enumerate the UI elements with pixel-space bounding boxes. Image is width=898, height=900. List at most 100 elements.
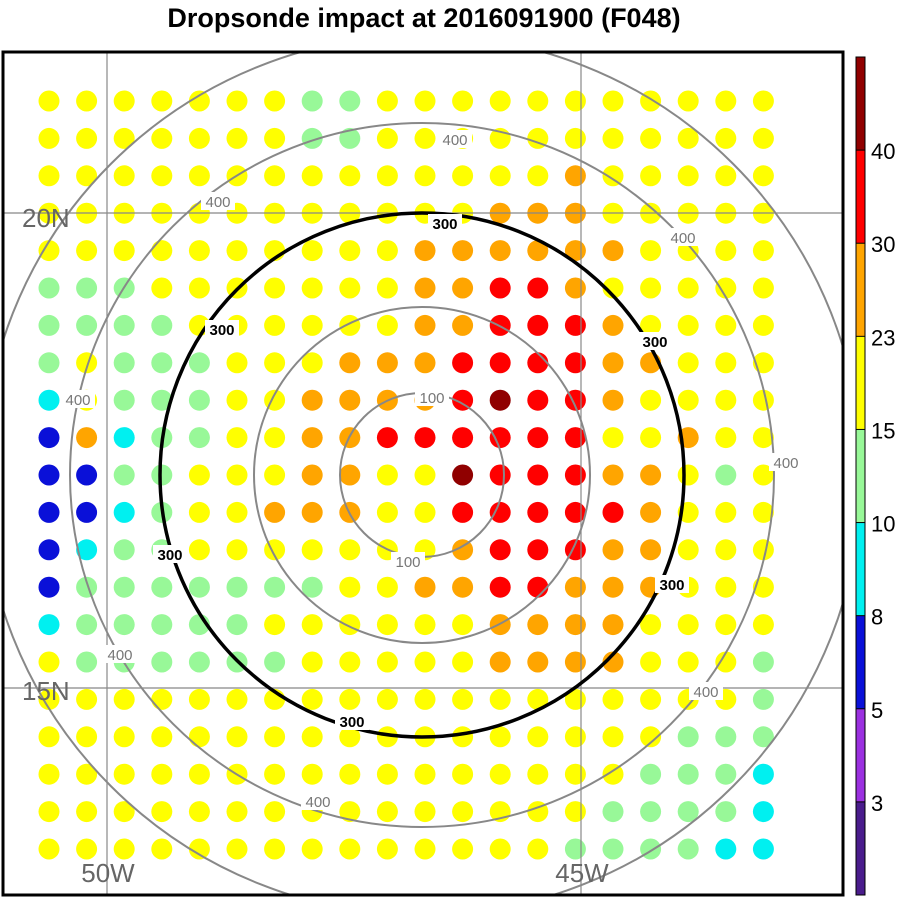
data-point (76, 464, 98, 486)
data-point (677, 90, 699, 112)
data-point (226, 352, 248, 374)
data-point (414, 240, 436, 262)
data-point (113, 240, 135, 262)
data-point (414, 165, 436, 187)
data-point (376, 651, 398, 673)
data-point (752, 165, 774, 187)
data-point (339, 688, 361, 710)
data-point (339, 614, 361, 636)
data-point (489, 427, 511, 449)
data-point (226, 726, 248, 748)
data-point (752, 651, 774, 673)
data-point (640, 277, 662, 299)
data-point (752, 277, 774, 299)
data-point (38, 352, 60, 374)
data-point (602, 165, 624, 187)
data-point (752, 314, 774, 336)
data-point (452, 726, 474, 748)
data-point (113, 352, 135, 374)
data-point (527, 838, 549, 860)
data-point (113, 127, 135, 149)
data-point (113, 763, 135, 785)
data-point (715, 352, 737, 374)
contour-label-300: 300 (642, 334, 667, 351)
data-point (76, 127, 98, 149)
data-point (76, 539, 98, 561)
data-point (602, 838, 624, 860)
data-point (640, 801, 662, 823)
data-point (715, 427, 737, 449)
data-point (113, 688, 135, 710)
contour-label-100: 100 (419, 390, 444, 407)
data-point (376, 688, 398, 710)
data-point (301, 464, 323, 486)
data-point (564, 464, 586, 486)
data-point (38, 688, 60, 710)
data-point (38, 240, 60, 262)
data-point (452, 614, 474, 636)
data-point (452, 352, 474, 374)
data-point (640, 240, 662, 262)
data-point (76, 651, 98, 673)
data-point (640, 314, 662, 336)
lon-label: 45W (555, 858, 609, 888)
data-point (489, 688, 511, 710)
data-point (527, 240, 549, 262)
data-point (602, 614, 624, 636)
data-point (151, 314, 173, 336)
ring-400 (69, 122, 775, 828)
data-point (640, 688, 662, 710)
contour-label-100: 100 (395, 554, 420, 571)
data-point (677, 352, 699, 374)
data-point (564, 614, 586, 636)
contour-label-300: 300 (157, 547, 182, 564)
data-point (489, 539, 511, 561)
contour-label-bg (103, 645, 137, 663)
data-point (376, 501, 398, 523)
colorbar-label: 3 (871, 791, 883, 816)
data-point (715, 389, 737, 411)
data-point (452, 165, 474, 187)
contour-label-bg (301, 792, 335, 810)
data-point (414, 838, 436, 860)
data-point (76, 165, 98, 187)
data-point (602, 763, 624, 785)
data-point (564, 127, 586, 149)
data-point (376, 614, 398, 636)
contour-label-bg (415, 388, 449, 406)
data-point (752, 838, 774, 860)
data-point (602, 277, 624, 299)
data-point (752, 726, 774, 748)
data-point (489, 726, 511, 748)
data-point (376, 314, 398, 336)
data-point (301, 427, 323, 449)
data-point (489, 240, 511, 262)
data-point (376, 165, 398, 187)
data-point (489, 277, 511, 299)
data-point (188, 576, 210, 598)
data-point (226, 240, 248, 262)
data-point (76, 763, 98, 785)
data-point (38, 576, 60, 598)
data-point (452, 838, 474, 860)
data-point (76, 427, 98, 449)
data-point (151, 240, 173, 262)
contour-label-bg (391, 552, 425, 570)
data-point (38, 127, 60, 149)
data-point (452, 651, 474, 673)
data-point (376, 726, 398, 748)
data-point (715, 614, 737, 636)
data-point (38, 165, 60, 187)
colorbar-segment (856, 522, 865, 616)
data-point (564, 277, 586, 299)
data-point (226, 614, 248, 636)
data-point (264, 838, 286, 860)
data-point (76, 576, 98, 598)
data-point (188, 726, 210, 748)
data-point (640, 614, 662, 636)
ring-300 (158, 211, 686, 739)
data-point (489, 651, 511, 673)
data-point (414, 801, 436, 823)
data-point (301, 651, 323, 673)
contour-label-400: 400 (65, 392, 90, 409)
